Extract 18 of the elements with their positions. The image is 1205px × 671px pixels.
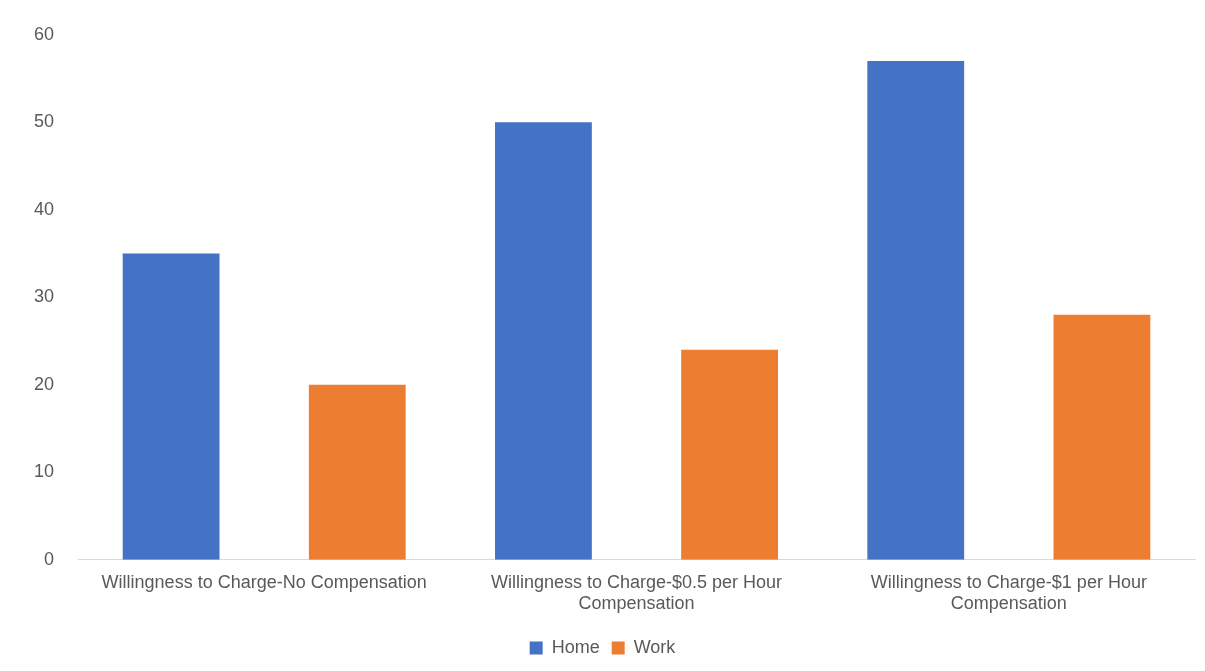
- x-tick-label: Willingness to Charge-$1 per Hour Compensation: [870, 571, 1147, 614]
- legend-label: Home: [551, 636, 600, 657]
- y-tick-label: 10: [33, 461, 55, 482]
- bar: [867, 61, 965, 560]
- legend-label: Work: [633, 636, 677, 657]
- y-tick-label: 50: [33, 111, 55, 132]
- bar: [681, 349, 778, 560]
- y-tick-label: 60: [33, 23, 55, 44]
- y-tick-label: 0: [44, 548, 55, 569]
- bar: [122, 253, 220, 560]
- bar: [308, 384, 406, 560]
- x-tick-label: Willingness to Charge-No Compensation: [101, 571, 427, 592]
- x-tick-label: Willingness to Charge-$0.5 per Hour Compensation: [490, 571, 783, 614]
- y-tick-label: 30: [33, 286, 55, 307]
- y-tick-label: 40: [33, 198, 55, 219]
- bar: [1053, 314, 1151, 560]
- bar: [495, 122, 592, 560]
- y-tick-label: 20: [33, 373, 55, 394]
